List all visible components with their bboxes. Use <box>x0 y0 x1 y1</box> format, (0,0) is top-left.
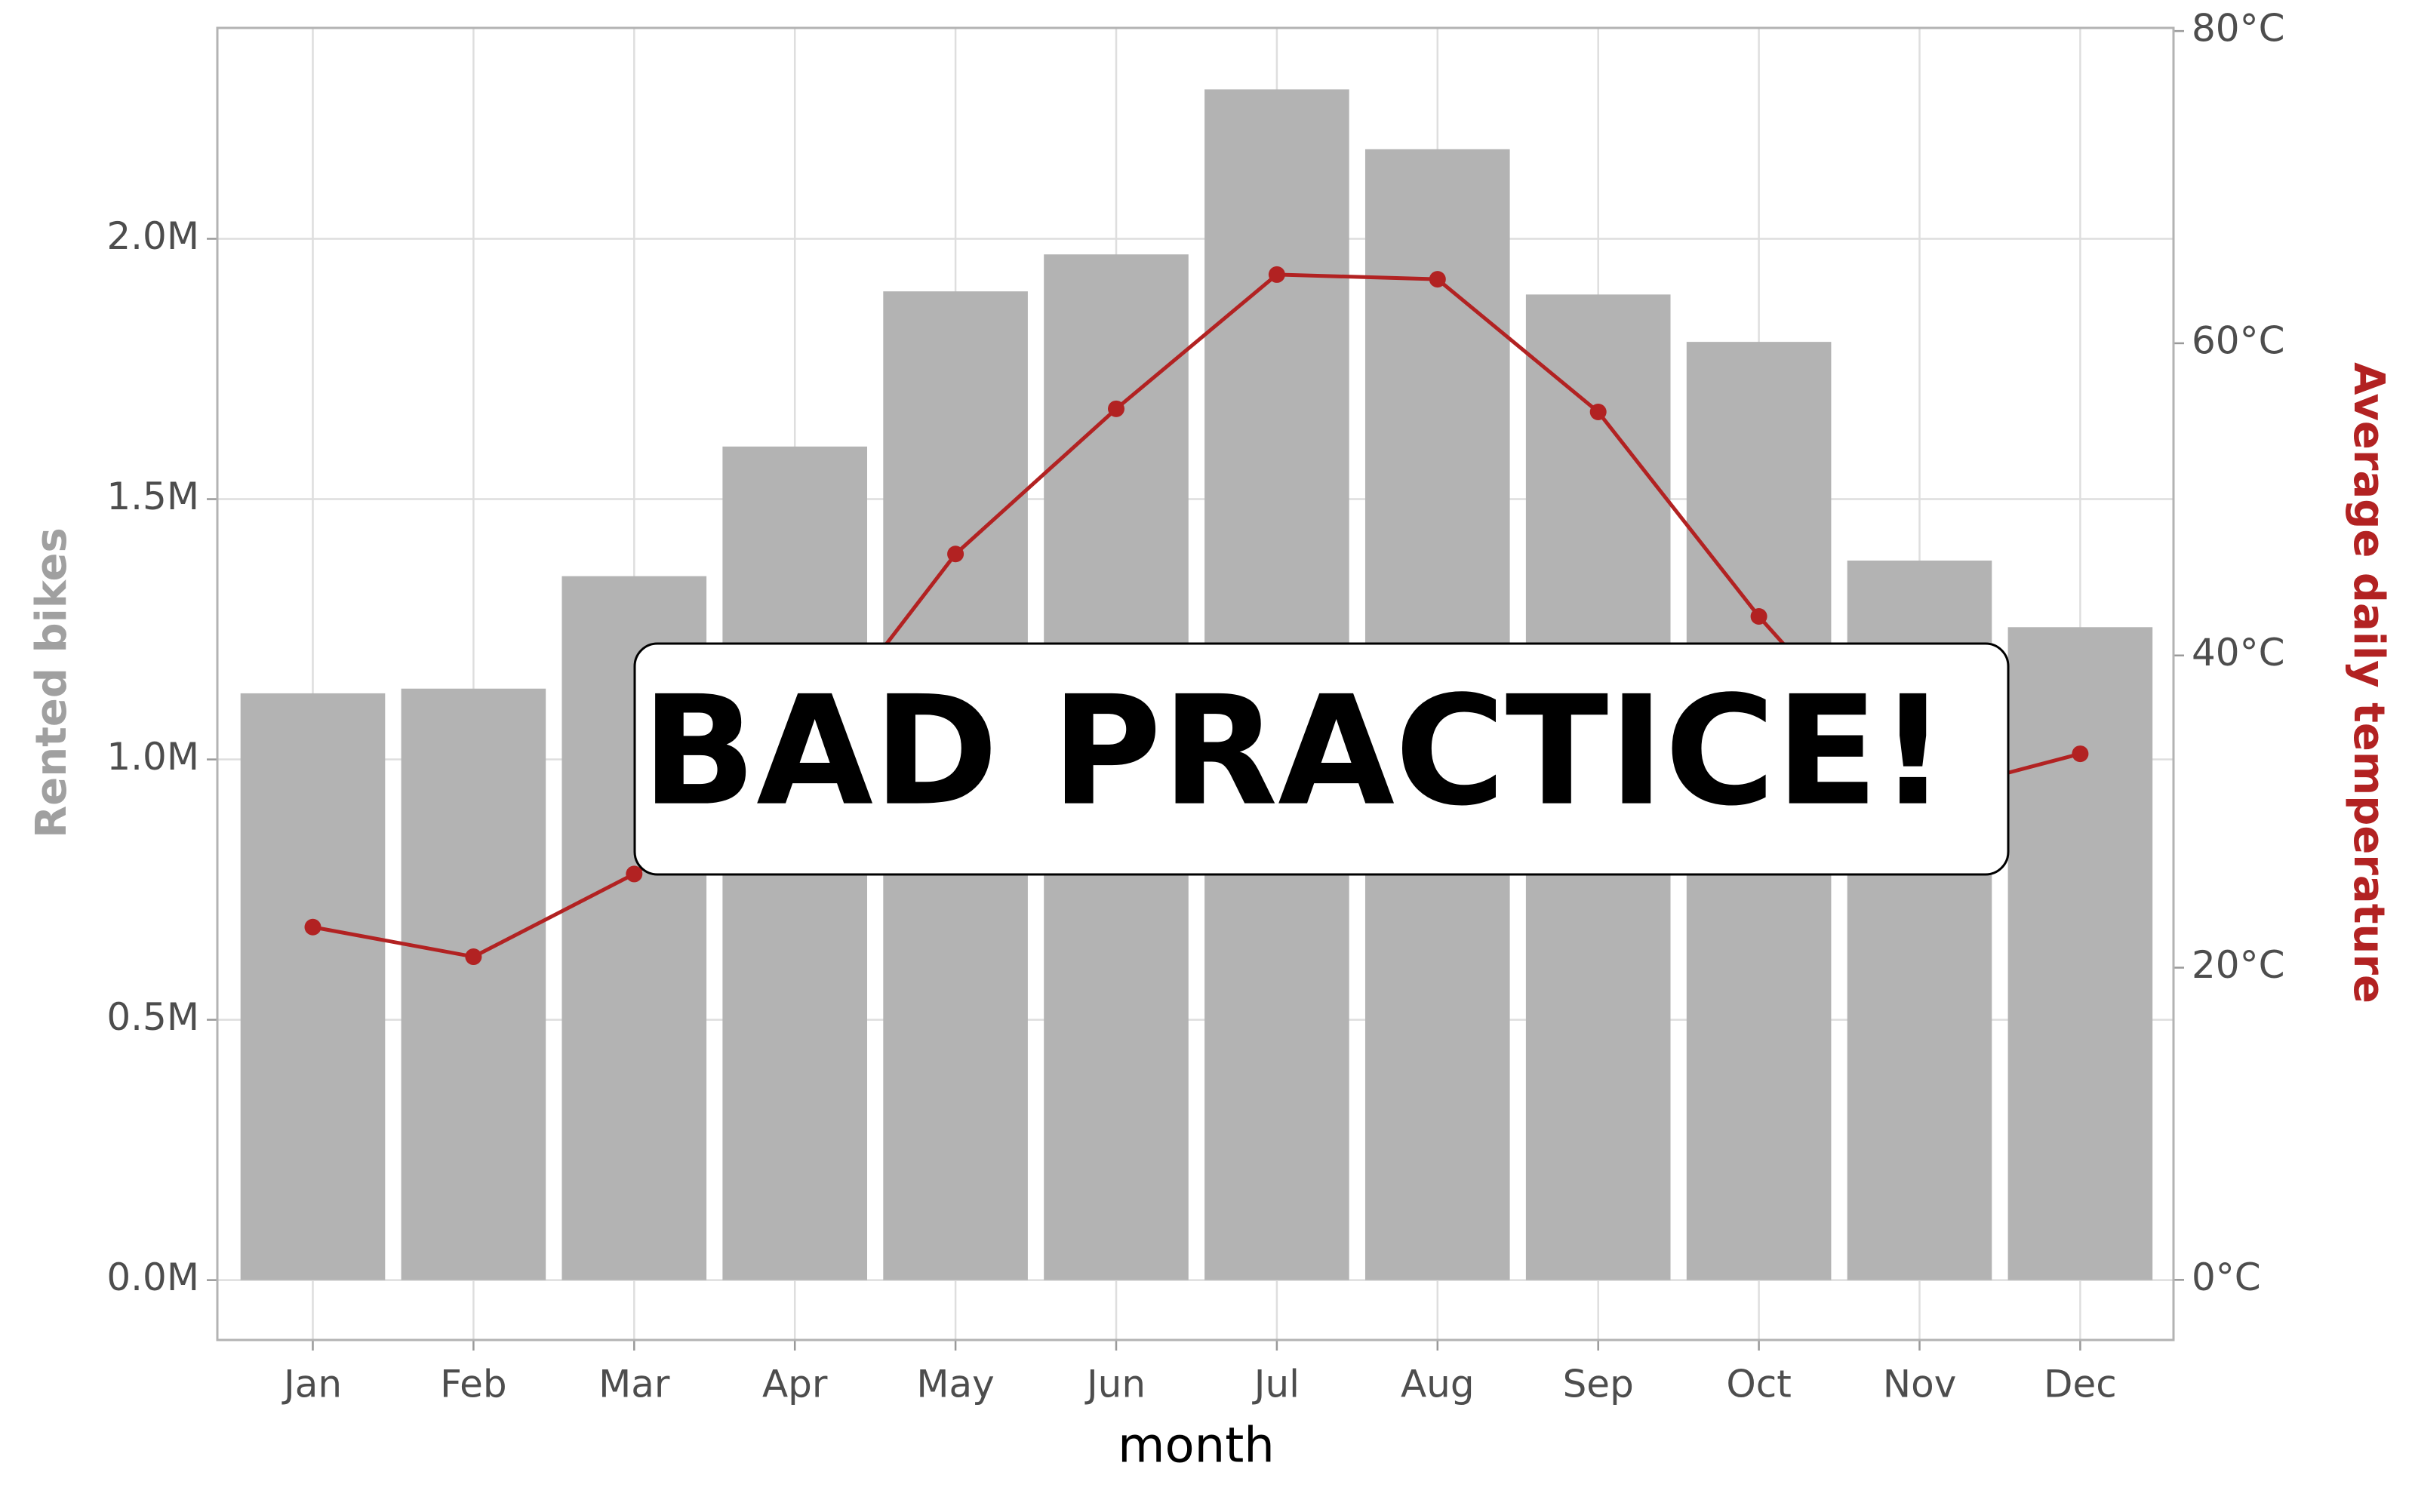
y2-tick-label: 60°C <box>2192 318 2285 362</box>
x-tick-label: Sep <box>1563 1363 1634 1406</box>
y2-tick-label: 80°C <box>2192 7 2285 51</box>
point <box>1589 403 1607 420</box>
x-tick-label: Dec <box>2044 1363 2117 1406</box>
x-tick-label: Jun <box>1084 1363 1146 1406</box>
point <box>1108 400 1124 417</box>
point <box>626 865 643 883</box>
point <box>304 918 321 936</box>
y-tick-label: 0.0M <box>106 1255 199 1299</box>
plot-border <box>216 26 2175 1341</box>
annotation-box <box>633 642 2010 876</box>
y2-axis-title: Average daily temperature <box>2344 362 2393 1003</box>
point <box>465 948 482 966</box>
point <box>2072 745 2089 763</box>
x-tick-label: Aug <box>1401 1363 1475 1406</box>
point <box>1750 608 1767 625</box>
point <box>947 545 964 563</box>
x-tick-label: Apr <box>762 1363 828 1406</box>
plot: 0.0M 0.5M 1.0M 1.5M 2.0M Jan Feb Mar Apr May Jun Ju… <box>106 7 2284 1406</box>
x-tick-label: Feb <box>440 1363 507 1406</box>
x-axis-title: month <box>1118 1418 1275 1474</box>
point <box>1268 266 1285 283</box>
y-axis-title: Rented bikes <box>27 527 76 838</box>
bar <box>2007 627 2153 1280</box>
y-tick-label: 0.5M <box>106 995 199 1039</box>
y2-tick-label: 20°C <box>2192 943 2285 987</box>
bar <box>240 693 386 1280</box>
y-tick-label: 2.0M <box>106 214 199 258</box>
x-tick-label: Nov <box>1883 1363 1957 1406</box>
point <box>1429 271 1446 288</box>
y2-tick-label: 0°C <box>2192 1255 2261 1299</box>
annotation: BAD PRACTICE! <box>641 664 1947 840</box>
x-tick-label: May <box>916 1363 994 1406</box>
x-tick-label: Oct <box>1726 1363 1791 1406</box>
bar <box>401 688 546 1280</box>
y2-tick-label: 40°C <box>2192 631 2285 675</box>
y-tick-label: 1.0M <box>106 735 199 779</box>
x-tick-label: Jul <box>1252 1363 1300 1406</box>
y-tick-label: 1.5M <box>106 475 199 518</box>
x-tick-label: Jan <box>281 1363 342 1406</box>
x-tick-label: Mar <box>598 1363 670 1406</box>
